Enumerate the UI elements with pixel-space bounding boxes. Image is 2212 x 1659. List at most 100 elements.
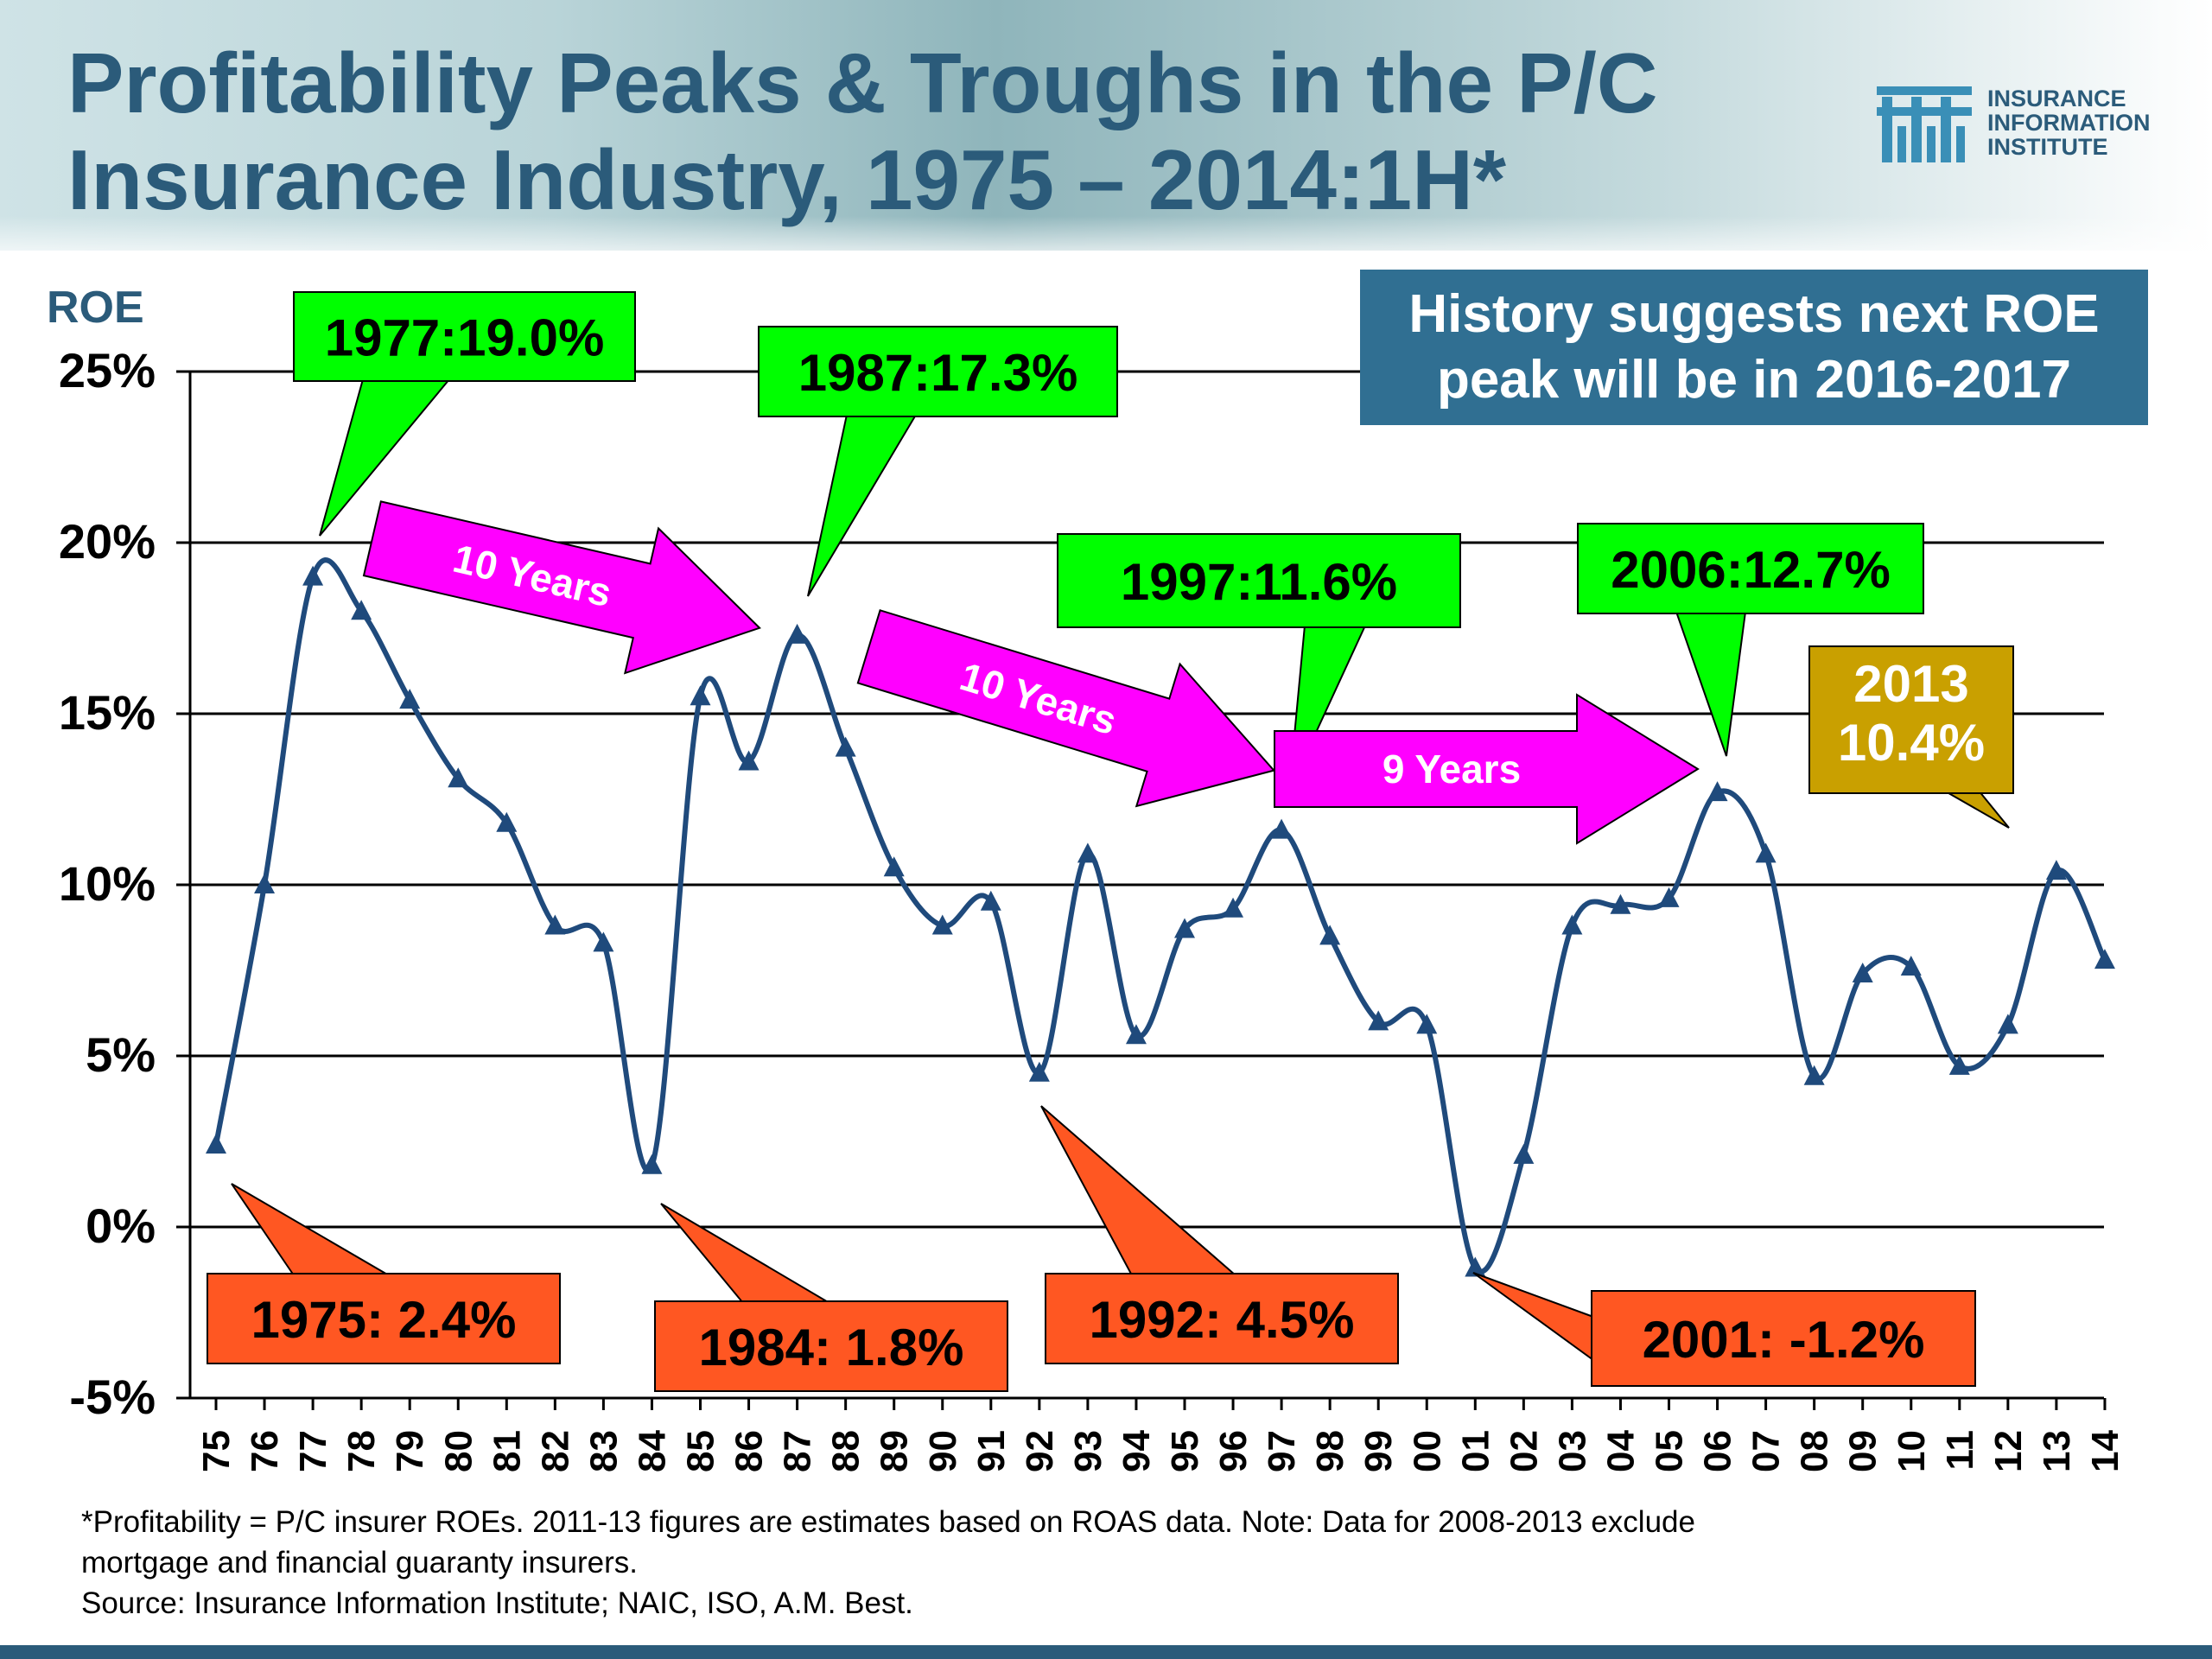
- x-tick-label: 98: [1309, 1430, 1351, 1472]
- trough-callout-label: 1984: 1.8%: [699, 1319, 964, 1376]
- data-point-marker: [1561, 914, 1583, 935]
- x-tick-label: 14: [2084, 1429, 2126, 1471]
- trough-callout-label: 2001: -1.2%: [1643, 1311, 1925, 1369]
- peak-callout-box: [1577, 523, 1924, 614]
- y-tick-label: 5%: [86, 1027, 156, 1082]
- data-point-marker: [931, 914, 953, 935]
- footnote-line-2: mortgage and financial guaranty insurers…: [81, 1546, 638, 1580]
- footnote: *Profitability = P/C insurer ROEs. 2011-…: [81, 1502, 2069, 1624]
- period-arrow: 9 Years: [1274, 693, 1700, 845]
- data-point-marker: [302, 565, 324, 586]
- data-point-marker: [738, 750, 760, 771]
- period-arrow-shape: [362, 500, 761, 675]
- x-tick-label: 91: [970, 1430, 1013, 1472]
- x-tick-label: 96: [1212, 1430, 1255, 1472]
- data-point-marker: [1610, 893, 1631, 914]
- forecast-callout-pointer: [1941, 790, 2010, 829]
- trough-callout-label: 1992: 4.5%: [1090, 1291, 1355, 1349]
- x-tick-label: 99: [1357, 1430, 1400, 1472]
- x-tick-label: 79: [389, 1430, 431, 1472]
- x-tick-label: 94: [1116, 1429, 1158, 1471]
- header-fade: [0, 216, 2212, 268]
- x-tick-label: 05: [1649, 1430, 1691, 1472]
- data-point-marker: [1028, 1061, 1050, 1082]
- roe-series-line: [213, 557, 2107, 1274]
- x-tick-label: 85: [680, 1430, 722, 1472]
- data-point-marker: [1223, 897, 1244, 918]
- footnote-source: Source: Insurance Information Institute;…: [81, 1586, 913, 1620]
- logo-text: INSURANCE INFORMATION INSTITUTE: [1987, 86, 2150, 159]
- data-point-marker: [1513, 1143, 1535, 1164]
- data-point-marker: [1465, 1256, 1486, 1277]
- period-arrow-shape: [856, 609, 1276, 808]
- logo-line-2: INFORMATION: [1987, 110, 2151, 136]
- x-tick-label: 00: [1406, 1430, 1448, 1472]
- forecast-callout-box: [1808, 645, 2014, 794]
- x-tick-label: 83: [582, 1430, 625, 1472]
- peak-callout-box: [293, 291, 636, 382]
- x-tick-label: 07: [1745, 1430, 1788, 1472]
- data-point-marker: [544, 914, 566, 935]
- x-tick-label: 77: [292, 1430, 334, 1472]
- data-point-marker: [980, 890, 1001, 911]
- x-tick-label: 01: [1454, 1430, 1497, 1472]
- y-tick-label: -5%: [69, 1370, 156, 1424]
- y-tick-label: 25%: [59, 343, 156, 397]
- trough-callout-box: [654, 1300, 1008, 1392]
- data-point-marker: [1803, 1065, 1825, 1085]
- x-tick-label: 97: [1261, 1430, 1303, 1472]
- x-tick-label: 03: [1551, 1430, 1593, 1472]
- x-tick-label: 95: [1164, 1430, 1206, 1472]
- trough-callout-box: [1591, 1290, 1976, 1387]
- x-tick-label: 12: [1987, 1430, 2030, 1472]
- x-tick-label: 86: [728, 1430, 771, 1472]
- x-tick-label: 84: [631, 1429, 673, 1471]
- peak-callout-label: 2006:12.7%: [1611, 541, 1891, 599]
- data-point-marker: [496, 811, 518, 832]
- x-tick-label: 90: [922, 1430, 964, 1472]
- data-point-marker: [1707, 781, 1728, 802]
- trough-callout-label: 1975: 2.4%: [251, 1291, 517, 1349]
- x-tick-label: 89: [874, 1430, 916, 1472]
- peak-callout-box: [1057, 533, 1461, 628]
- y-tick-label: 15%: [59, 685, 156, 740]
- data-point-marker: [786, 623, 808, 644]
- data-point-marker: [2045, 860, 2067, 880]
- info-box-line-2: peak will be in 2016-2017: [1436, 350, 2072, 410]
- page-title: Profitability Peaks & Troughs in the P/C…: [67, 35, 1658, 227]
- period-arrow: 10 Years: [362, 500, 761, 675]
- data-point-marker: [351, 600, 372, 620]
- x-tick-label: 06: [1697, 1430, 1739, 1472]
- header-band: [0, 0, 2212, 251]
- data-point-marker: [448, 767, 469, 788]
- period-arrow-label: 9 Years: [1382, 747, 1521, 791]
- x-tick-label: 10: [1891, 1430, 1933, 1472]
- data-point-marker: [1077, 842, 1098, 863]
- trough-callout-box: [207, 1273, 561, 1364]
- data-point-marker: [593, 931, 614, 952]
- x-tick-label: 76: [244, 1430, 286, 1472]
- data-point-marker: [1416, 1014, 1438, 1034]
- info-box: History suggests next ROE peak will be i…: [1360, 270, 2148, 425]
- data-point-marker: [206, 1133, 226, 1154]
- peak-callout-label: 1997:11.6%: [1121, 553, 1397, 611]
- peak-callout-box: [758, 326, 1118, 417]
- x-tick-label: 92: [1019, 1430, 1061, 1472]
- peak-callout-label: 1977:19.0%: [325, 309, 605, 367]
- trough-callout-pointer: [1472, 1272, 1594, 1362]
- trough-callout-pointer: [231, 1183, 392, 1276]
- data-point-marker: [1319, 925, 1341, 945]
- footnote-line-1: *Profitability = P/C insurer ROEs. 2011-…: [81, 1505, 1695, 1539]
- x-tick-label: 02: [1503, 1430, 1545, 1472]
- x-tick-label: 13: [2036, 1430, 2078, 1472]
- iii-logo-icon: [1877, 86, 1972, 162]
- x-tick-label: 78: [340, 1430, 383, 1472]
- y-tick-label: 0%: [86, 1198, 156, 1253]
- data-point-marker: [1271, 818, 1293, 839]
- x-tick-label: 04: [1599, 1429, 1642, 1471]
- x-tick-label: 82: [534, 1430, 576, 1472]
- x-tick-label: 81: [486, 1430, 528, 1472]
- data-point-marker: [1125, 1024, 1147, 1045]
- data-point-marker: [1948, 1054, 1970, 1075]
